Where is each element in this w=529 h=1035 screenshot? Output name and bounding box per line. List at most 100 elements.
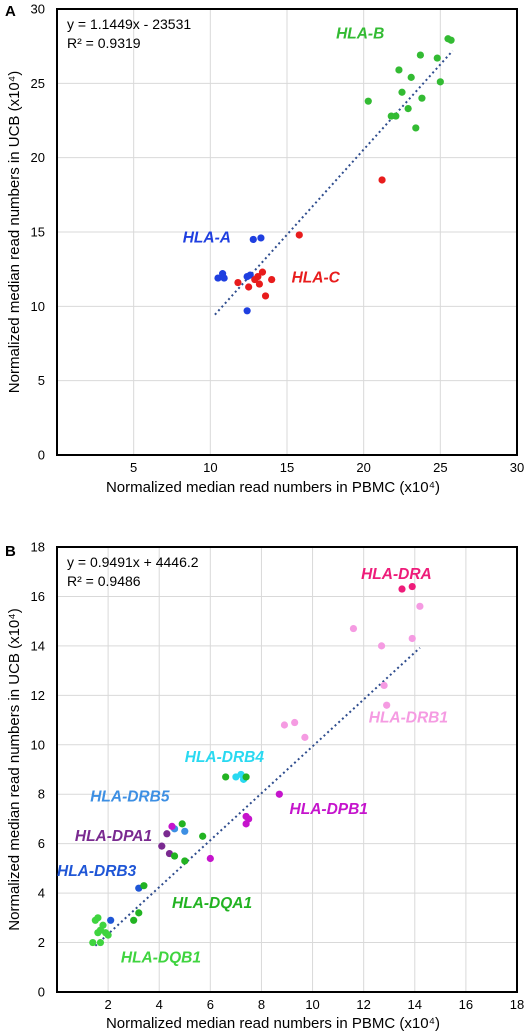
panel-b: B 2 4 6 8 10 12 14 16 18 0 2 4 6 8 10 12 14 16 18 Normalized…	[5, 540, 524, 1033]
series-hla-drb1	[280, 602, 424, 741]
data-point	[206, 854, 214, 863]
series-label: HLA-B	[336, 26, 384, 43]
y-tick-label: 16	[31, 589, 45, 604]
data-point	[220, 274, 228, 282]
x-tick-label: 14	[408, 997, 422, 1012]
data-point	[181, 857, 189, 865]
series-hla-dpa1	[158, 830, 174, 858]
y-tick-label: 0	[38, 448, 45, 463]
y-tick-label: 12	[31, 688, 45, 703]
data-point	[408, 582, 416, 591]
plot-frame	[56, 546, 518, 993]
trendline-equation: y = 1.1449x - 23531	[67, 16, 191, 32]
trendline	[94, 647, 421, 947]
data-point	[447, 36, 455, 44]
panel-letter: A	[5, 3, 16, 20]
data-point	[378, 176, 386, 184]
data-point	[222, 773, 230, 781]
data-point	[249, 235, 257, 244]
data-point	[416, 51, 424, 59]
y-tick-label: 4	[38, 886, 45, 901]
x-tick-label: 8	[258, 997, 265, 1012]
y-tick-label: 10	[31, 737, 45, 752]
series-label: HLA-DQB1	[121, 949, 201, 966]
data-point	[170, 852, 179, 860]
data-point	[242, 773, 250, 781]
data-point	[404, 105, 412, 113]
series-label: HLA-C	[292, 270, 341, 287]
series-hla-dqa1	[130, 773, 250, 924]
data-point	[178, 820, 186, 828]
x-tick-label: 5	[130, 460, 137, 475]
series-label: HLA-DQA1	[172, 895, 252, 912]
data-point	[158, 842, 166, 850]
x-axis-title: Normalized median read numbers in PBMC (…	[106, 479, 440, 496]
y-tick-label: 0	[38, 985, 45, 1000]
x-tick-label: 2	[104, 997, 111, 1012]
x-tick-label: 18	[510, 997, 524, 1012]
data-point	[94, 914, 102, 922]
data-point	[107, 916, 115, 924]
x-tick-label: 12	[356, 997, 370, 1012]
data-point	[295, 231, 303, 239]
data-point	[258, 268, 267, 276]
trendline	[214, 50, 454, 316]
series-label: HLA-DRB4	[185, 749, 265, 766]
data-point	[163, 830, 171, 838]
data-point	[140, 882, 148, 890]
trendline-equation: y = 0.9491x + 4446.2	[67, 554, 199, 570]
y-axis-title: Normalized median read numbers in UCB (x…	[6, 608, 23, 930]
x-tick-label: 30	[510, 460, 524, 475]
data-point	[291, 718, 299, 727]
y-tick-label: 15	[31, 225, 45, 240]
x-tick-label: 4	[156, 997, 163, 1012]
r-squared: R² = 0.9319	[67, 35, 141, 51]
data-point	[232, 773, 240, 781]
series-label: HLA-DPB1	[290, 801, 368, 818]
data-point	[407, 73, 415, 81]
x-tick-label: 6	[207, 997, 214, 1012]
y-axis-title: Normalized median read numbers in UCB (x…	[6, 71, 23, 393]
x-tick-label: 10	[305, 997, 319, 1012]
data-point	[364, 97, 372, 105]
series-label: HLA-DRA	[361, 566, 432, 583]
y-tick-label: 14	[31, 638, 45, 653]
series-hla-c	[234, 176, 386, 300]
series-label: HLA-DRB1	[369, 710, 448, 727]
data-point	[257, 234, 265, 242]
x-tick-label: 16	[459, 997, 473, 1012]
data-point	[96, 926, 105, 934]
y-tick-label: 5	[38, 373, 45, 388]
data-point	[245, 283, 253, 291]
y-tick-label: 20	[31, 150, 45, 165]
y-tick-label: 18	[31, 540, 45, 555]
series-hla-b	[364, 35, 455, 132]
series-hla-dra	[398, 582, 416, 593]
data-point	[181, 827, 189, 835]
data-point	[301, 733, 309, 741]
data-point	[243, 307, 251, 315]
data-point	[214, 274, 222, 282]
data-point	[436, 78, 444, 86]
data-point	[418, 94, 426, 102]
data-point	[261, 292, 270, 300]
series-label: HLA-A	[183, 229, 231, 246]
x-axis-title: Normalized median read numbers in PBMC (…	[106, 1015, 440, 1032]
data-point	[130, 916, 138, 924]
data-point	[96, 938, 105, 947]
data-point	[280, 721, 289, 729]
panel-a: A 5 10 15 20 25 30 0 5 10 15 20 25 30 Normalized media…	[5, 2, 524, 497]
series-hla-dpb1	[168, 790, 283, 863]
data-point	[168, 822, 176, 830]
panel-letter: B	[5, 543, 16, 560]
data-point	[383, 701, 391, 709]
data-point	[255, 280, 263, 288]
data-point	[275, 790, 283, 798]
data-point	[377, 642, 386, 650]
y-tick-label: 25	[31, 76, 45, 91]
data-point	[408, 634, 416, 643]
y-tick-label: 30	[31, 2, 45, 17]
data-point	[416, 602, 424, 610]
data-point	[398, 88, 406, 96]
